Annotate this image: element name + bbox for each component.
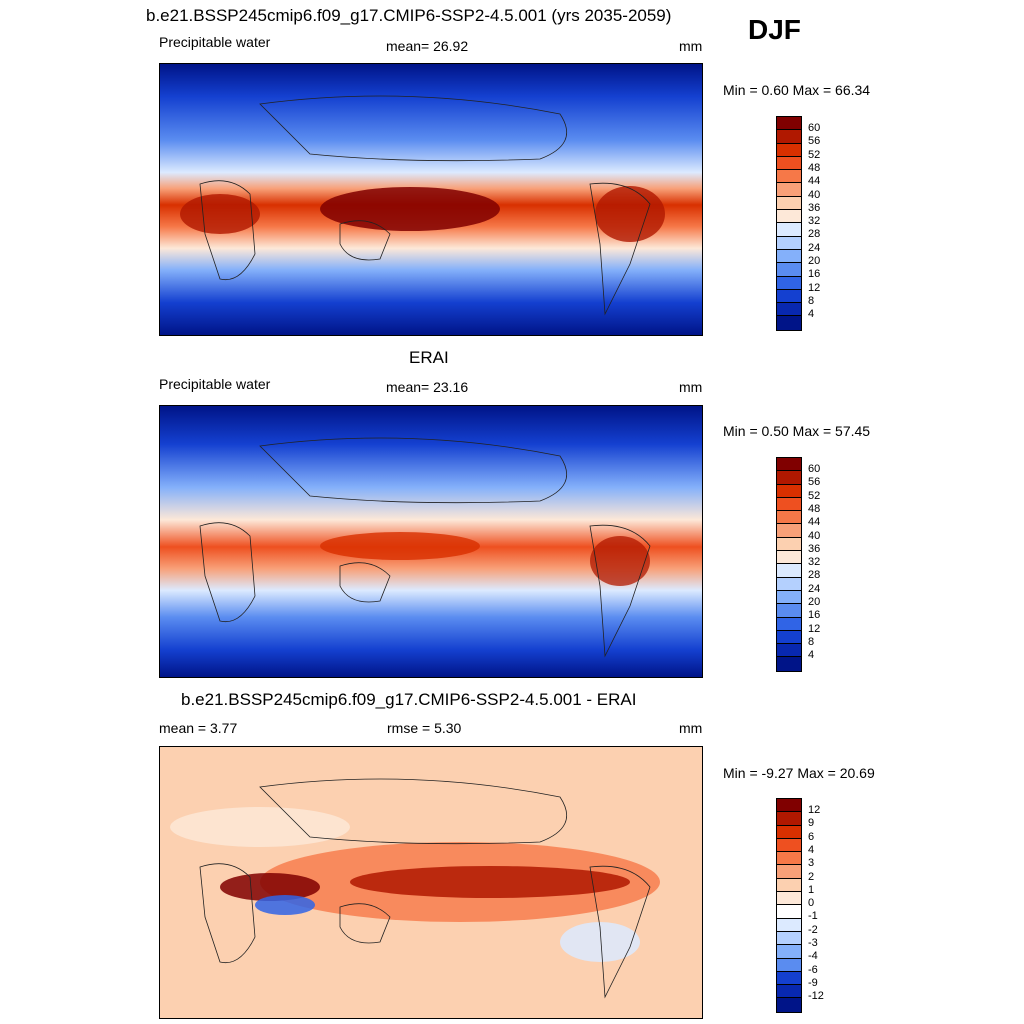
panel2-mean-label: mean= 23.16 bbox=[386, 379, 469, 395]
tick-label: 52 bbox=[808, 489, 821, 502]
tick-label: -9 bbox=[808, 976, 818, 989]
tick-label: 56 bbox=[808, 135, 821, 148]
tick-label: 0 bbox=[808, 897, 815, 910]
tick-label: 32 bbox=[808, 556, 821, 569]
panel3-rmse-label: rmse = 5.30 bbox=[387, 720, 462, 736]
tick-label: 20 bbox=[808, 255, 821, 267]
tick-label: -2 bbox=[808, 923, 818, 936]
tick-label: 4 bbox=[808, 649, 815, 662]
tick-label: 44 bbox=[808, 175, 821, 188]
tick-label: 40 bbox=[808, 529, 821, 542]
tick-label: 2 bbox=[808, 870, 815, 883]
tick-label: 28 bbox=[808, 228, 821, 241]
panel2-title: ERAI bbox=[409, 348, 449, 367]
tick-label: 24 bbox=[808, 241, 821, 254]
panel3-minmax: Min = -9.27 Max = 20.69 bbox=[723, 765, 875, 781]
panel2-colorbar bbox=[776, 457, 802, 672]
tick-label: -4 bbox=[808, 950, 818, 963]
tick-label: 12 bbox=[808, 622, 821, 635]
panel1-title: b.e21.BSSP245cmip6.f09_g17.CMIP6-SSP2-4.… bbox=[146, 6, 672, 25]
tick-label: 24 bbox=[808, 582, 821, 595]
tick-label: 8 bbox=[808, 635, 815, 648]
tick-label: 9 bbox=[808, 817, 815, 830]
tick-label: 40 bbox=[808, 188, 821, 201]
tick-label: 16 bbox=[808, 609, 821, 622]
tick-label: 1 bbox=[808, 883, 815, 896]
panel1-mean-label: mean= 26.92 bbox=[386, 38, 469, 54]
tick-label: 36 bbox=[808, 542, 821, 555]
tick-label: 12 bbox=[808, 281, 821, 294]
tick-label: -12 bbox=[808, 990, 824, 1003]
panel1-units-label: mm bbox=[679, 38, 703, 54]
panel2-minmax: Min = 0.50 Max = 57.45 bbox=[723, 423, 871, 439]
panel1-minmax: Min = 0.60 Max = 66.34 bbox=[723, 82, 871, 98]
panel3-mean-label: mean = 3.77 bbox=[159, 720, 238, 736]
tick-label: 6 bbox=[808, 830, 815, 843]
tick-label: 48 bbox=[808, 502, 821, 515]
tick-label: 12 bbox=[808, 804, 821, 816]
tick-label: -1 bbox=[808, 910, 818, 923]
panel1-map bbox=[159, 63, 703, 336]
panel1-colorbar bbox=[776, 116, 802, 331]
tick-label: 8 bbox=[808, 294, 815, 307]
panel3-units-label: mm bbox=[679, 720, 703, 736]
tick-label: 28 bbox=[808, 569, 821, 582]
season-label: DJF bbox=[748, 14, 801, 45]
tick-label: 16 bbox=[808, 268, 821, 281]
panel3-colorbar bbox=[776, 798, 802, 1013]
tick-label: -6 bbox=[808, 963, 818, 976]
tick-label: 32 bbox=[808, 215, 821, 228]
panel2-variable-label: Precipitable water bbox=[159, 376, 271, 392]
panel3-title: b.e21.BSSP245cmip6.f09_g17.CMIP6-SSP2-4.… bbox=[181, 690, 637, 709]
tick-label: 48 bbox=[808, 161, 821, 174]
tick-label: 4 bbox=[808, 308, 815, 321]
panel2-units-label: mm bbox=[679, 379, 703, 395]
tick-label: 60 bbox=[808, 122, 821, 134]
tick-label: 52 bbox=[808, 148, 821, 161]
tick-label: 44 bbox=[808, 516, 821, 529]
tick-label: 4 bbox=[808, 843, 815, 856]
tick-label: -3 bbox=[808, 937, 818, 949]
tick-label: 60 bbox=[808, 463, 821, 475]
panel2-map bbox=[159, 405, 703, 678]
panel3-map bbox=[159, 746, 703, 1019]
panel1-variable-label: Precipitable water bbox=[159, 34, 271, 50]
tick-label: 36 bbox=[808, 201, 821, 214]
tick-label: 3 bbox=[808, 857, 815, 870]
tick-label: 20 bbox=[808, 596, 821, 608]
tick-label: 56 bbox=[808, 476, 821, 489]
